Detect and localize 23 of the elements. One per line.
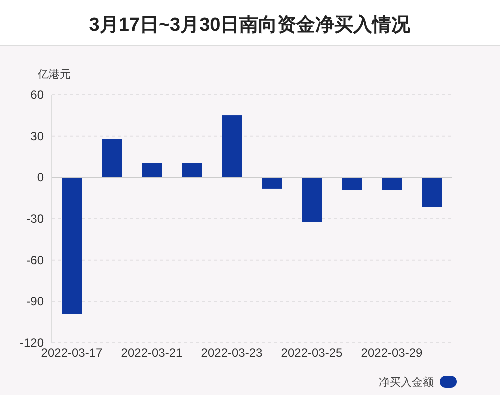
- bar: [382, 178, 402, 190]
- x-tick-label: 2022-03-25: [281, 346, 344, 360]
- y-tick-label: 30: [30, 129, 44, 144]
- x-tick-label: 2022-03-23: [201, 346, 264, 360]
- y-tick-label: 60: [30, 88, 44, 102]
- y-tick-label: -30: [26, 212, 44, 226]
- y-tick-label: 0: [37, 170, 44, 185]
- bar: [102, 139, 122, 178]
- bar: [342, 178, 362, 190]
- bar: [182, 163, 202, 178]
- chart-title: 3月17日~3月30日南向资金净买入情况: [89, 14, 412, 36]
- bar: [62, 178, 82, 314]
- y-tick-label: -90: [26, 294, 44, 309]
- y-axis-title: 亿港元: [37, 68, 71, 81]
- bar: [422, 178, 442, 208]
- x-tick-label: 2022-03-29: [361, 346, 424, 360]
- x-tick-label: 2022-03-21: [121, 346, 184, 360]
- bar: [142, 163, 162, 178]
- bar: [302, 178, 322, 222]
- y-tick-label: -60: [26, 253, 44, 268]
- bar: [262, 178, 282, 189]
- bar: [222, 116, 242, 178]
- legend-label: 净买入金额: [379, 376, 434, 389]
